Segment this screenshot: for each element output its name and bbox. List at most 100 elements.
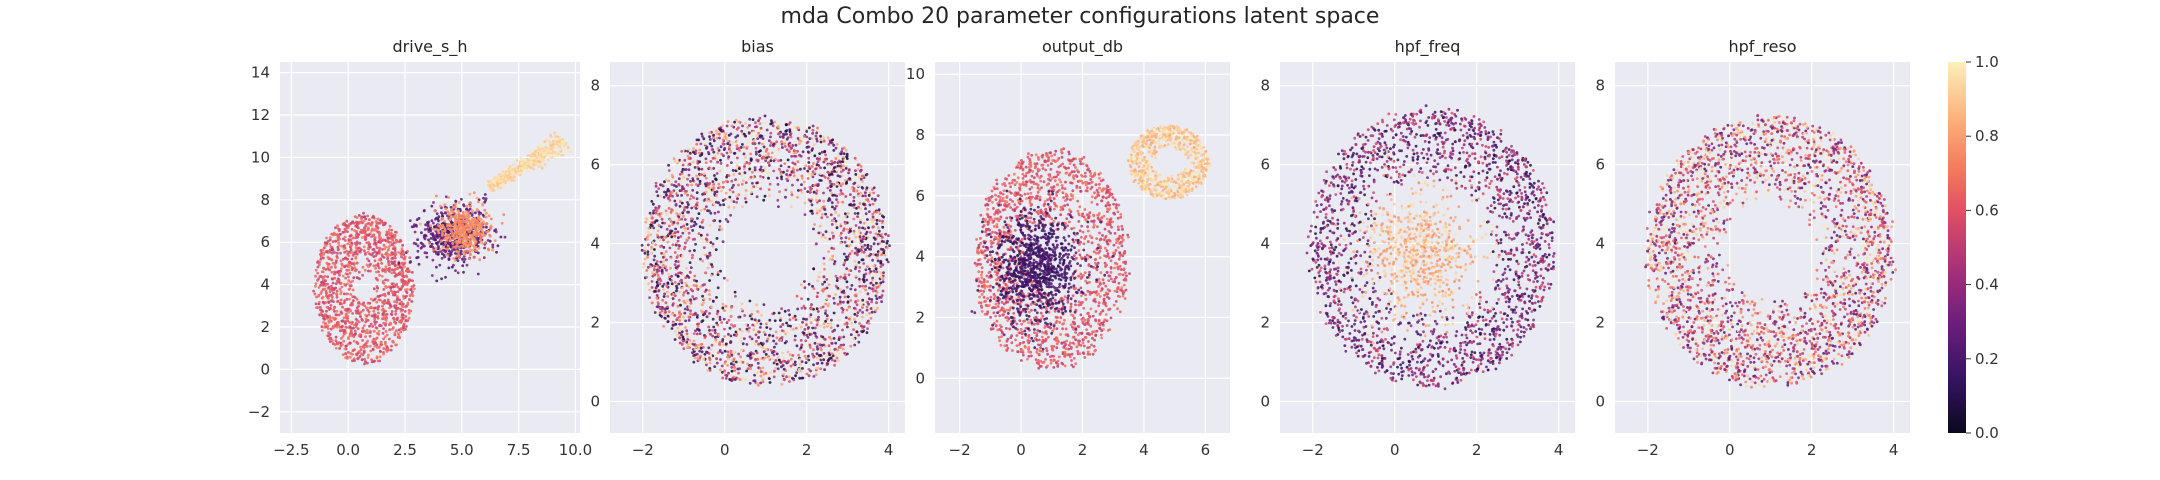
data-point — [674, 180, 678, 184]
data-point — [823, 157, 827, 161]
data-point — [769, 131, 773, 135]
data-point — [344, 356, 347, 360]
data-point — [647, 227, 651, 230]
data-point — [773, 120, 777, 124]
data-point — [394, 304, 398, 308]
data-point — [434, 241, 438, 245]
data-point — [695, 332, 699, 336]
data-point — [550, 147, 553, 151]
data-point — [388, 224, 392, 228]
data-point — [331, 316, 335, 320]
data-point — [403, 310, 407, 313]
data-point — [549, 134, 553, 137]
data-point — [374, 264, 378, 267]
data-point — [868, 311, 871, 315]
data-point — [733, 378, 737, 381]
data-point — [796, 178, 800, 182]
data-point — [472, 239, 476, 243]
data-point — [393, 300, 396, 303]
data-point — [831, 254, 835, 258]
data-point — [368, 218, 371, 222]
data-point — [440, 242, 444, 245]
data-point — [356, 233, 360, 237]
data-point — [493, 175, 497, 179]
data-point — [494, 230, 498, 234]
data-point — [787, 175, 790, 179]
data-point — [430, 204, 434, 208]
data-point — [364, 313, 367, 317]
data-point — [398, 298, 401, 302]
data-point — [801, 320, 804, 324]
data-point — [699, 257, 702, 261]
data-point — [852, 175, 856, 179]
data-point — [379, 236, 382, 240]
data-point — [804, 339, 808, 343]
data-point — [334, 266, 337, 269]
data-point — [479, 239, 483, 243]
data-point — [843, 273, 847, 276]
data-point — [545, 138, 549, 141]
data-point — [460, 244, 464, 248]
data-point — [390, 310, 394, 313]
data-point — [835, 356, 839, 360]
data-point — [828, 189, 832, 192]
data-point — [332, 308, 336, 312]
data-point — [376, 305, 380, 309]
x-tick-label: −2 — [632, 441, 654, 459]
data-point — [844, 195, 848, 198]
data-point — [708, 312, 711, 315]
data-point — [653, 254, 657, 258]
data-point — [443, 211, 447, 215]
data-point — [854, 300, 857, 304]
data-point — [680, 343, 684, 346]
data-point — [547, 158, 550, 162]
data-point — [520, 161, 523, 165]
data-point — [811, 124, 815, 128]
data-point — [807, 354, 810, 358]
data-point — [436, 252, 440, 256]
data-point — [726, 120, 730, 123]
data-point — [662, 324, 666, 328]
data-point — [842, 252, 846, 256]
data-point — [682, 291, 686, 294]
data-point — [330, 277, 334, 281]
data-point — [345, 268, 349, 272]
data-point — [342, 301, 346, 305]
data-point — [353, 266, 357, 270]
data-point — [360, 358, 364, 361]
data-point — [400, 318, 404, 322]
data-point — [813, 341, 817, 345]
data-point — [859, 169, 862, 173]
data-point — [841, 182, 845, 186]
data-point — [316, 261, 319, 264]
data-point — [390, 282, 394, 286]
data-point — [755, 303, 758, 307]
data-point — [321, 300, 325, 304]
data-point — [526, 154, 530, 157]
data-point — [342, 328, 346, 332]
data-point — [329, 319, 333, 323]
data-point — [685, 284, 689, 287]
data-point — [799, 283, 803, 287]
data-point — [692, 332, 696, 335]
data-point — [670, 173, 674, 177]
data-point — [699, 170, 703, 174]
data-point — [858, 277, 861, 281]
data-point — [454, 213, 458, 216]
data-point — [325, 236, 328, 240]
data-point — [526, 169, 529, 173]
data-point — [730, 362, 733, 366]
data-point — [375, 221, 379, 224]
data-point — [364, 237, 368, 240]
data-point — [364, 253, 367, 256]
data-point — [727, 205, 731, 209]
data-point — [838, 295, 842, 299]
data-point — [680, 159, 684, 163]
data-point — [812, 348, 815, 352]
data-point — [838, 175, 842, 178]
data-point — [656, 301, 660, 304]
data-point — [476, 228, 480, 232]
data-point — [711, 299, 715, 303]
data-point — [348, 271, 352, 275]
data-point — [449, 215, 453, 218]
